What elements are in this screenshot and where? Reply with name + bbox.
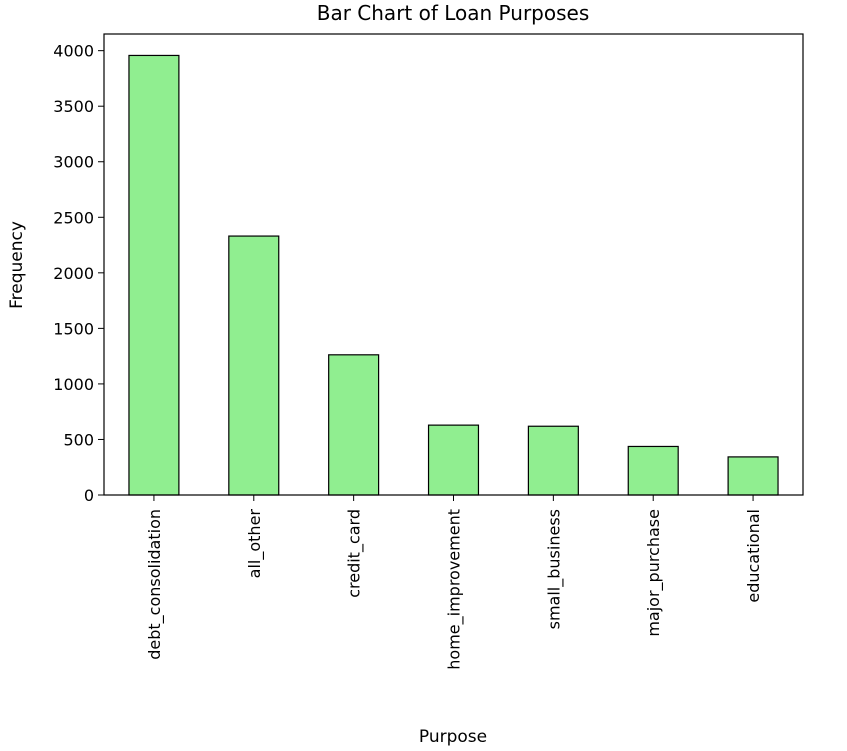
x-tick-label: home_improvement [445, 509, 465, 670]
bar-small-business [527, 425, 579, 496]
y-tick-label: 3000 [53, 153, 94, 172]
y-tick-label: 0 [84, 486, 94, 505]
x-tick-label: debt_consolidation [145, 509, 165, 660]
x-tick-label: small_business [544, 509, 564, 629]
bar-credit-card [328, 354, 380, 496]
y-tick-label: 3500 [53, 97, 94, 116]
x-tick-label: major_purchase [644, 509, 664, 637]
x-tick-label: educational [744, 509, 763, 603]
x-tick-label: credit_card [345, 509, 365, 598]
x-tick-label: all_other [245, 509, 265, 579]
y-tick-label: 2500 [53, 208, 94, 227]
y-tick-label: 1500 [53, 319, 94, 338]
bar-educational [727, 456, 779, 496]
y-tick-label: 1000 [53, 375, 94, 394]
x-axis: debt_consolidation all_other credit_card ho… [145, 495, 763, 670]
chart-title: Bar Chart of Loan Purposes [317, 1, 590, 25]
y-axis: 0 500 1000 1500 2000 2500 3000 3500 4000 [53, 42, 104, 505]
bar-debt-consolidation [128, 54, 180, 496]
bar-all-other [228, 235, 280, 496]
y-tick-label: 2000 [53, 264, 94, 283]
bar-home-improvement [427, 424, 480, 496]
bar-major-purchase [627, 445, 679, 496]
y-tick-label: 500 [63, 430, 94, 449]
bars-group [128, 54, 779, 496]
y-tick-label: 4000 [53, 42, 94, 61]
x-axis-label: Purpose [419, 727, 487, 747]
y-axis-label: Frequency [7, 221, 27, 309]
